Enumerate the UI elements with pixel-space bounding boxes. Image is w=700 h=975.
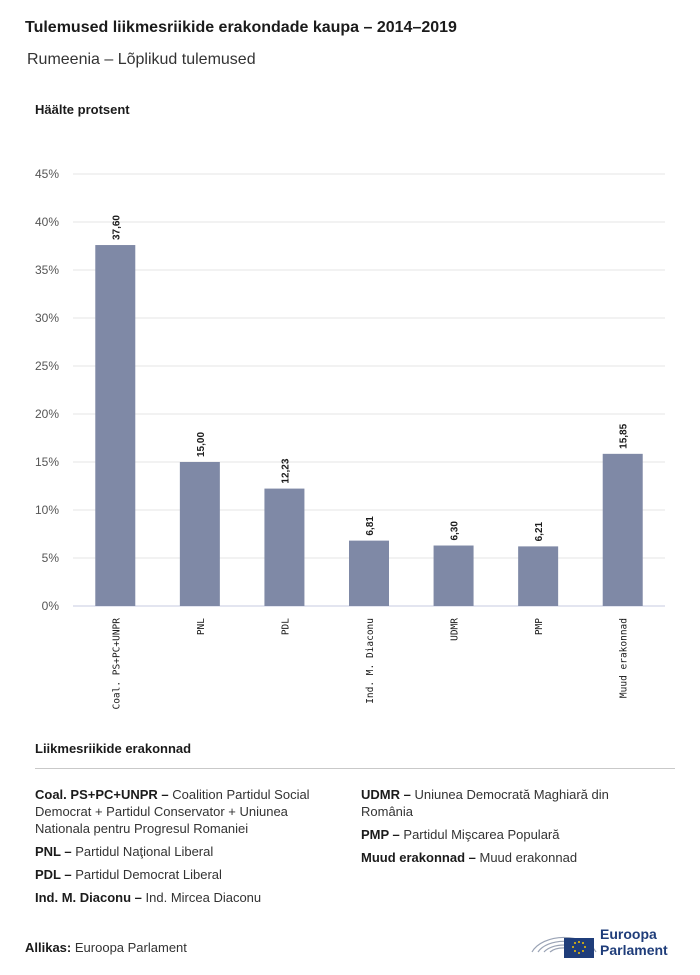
bar <box>518 546 559 606</box>
logo-wordmark: Euroopa Parlament <box>600 926 668 958</box>
x-tick-label: PMP <box>534 618 545 635</box>
legend-item: Muud erakonnad – Muud erakonnad <box>361 849 661 866</box>
legend-abbr: PMP – <box>361 827 400 842</box>
bar-value-label: 12,23 <box>280 458 291 483</box>
legend-name: Coalition Partidul Social Democrat + Par… <box>35 787 310 836</box>
y-tick-label: 5% <box>42 551 60 565</box>
bar-value-label: 6,21 <box>534 521 545 541</box>
y-tick-label: 0% <box>42 599 60 613</box>
bar <box>179 462 220 606</box>
bar-value-label: 15,85 <box>619 423 630 448</box>
legend-heading: Liikmesriikide erakonnad <box>35 741 192 756</box>
bar <box>349 540 389 606</box>
bar-chart: 0% 5% 10% 15% 20% 25% 30% 35% 40% 45% 37,60 Coal. P… <box>35 167 665 710</box>
y-tick-label: 20% <box>35 407 59 421</box>
legend-item: Coal. PS+PC+UNPR – Coalition Partidul So… <box>35 786 335 837</box>
logo-line-1: Euroopa <box>600 926 657 942</box>
legend-divider <box>35 768 675 769</box>
chart-subtitle: Rumeenia – Lõplikud tulemused <box>27 51 256 68</box>
y-tick-label: 10% <box>35 503 59 517</box>
x-tick-label: Muud erakonnad <box>619 618 630 698</box>
legend-column-right: UDMR – Uniunea Democrată Maghiară din Ro… <box>361 786 661 872</box>
y-tick-label: 15% <box>35 455 59 469</box>
y-tick-label: 35% <box>35 263 59 277</box>
legend-abbr: Ind. M. Diaconu – <box>35 890 142 905</box>
bar-value-label: 6,81 <box>365 516 376 536</box>
x-tick-label: Ind. M. Diaconu <box>365 618 376 704</box>
legend-column-left: Coal. PS+PC+UNPR – Coalition Partidul So… <box>35 786 335 912</box>
y-axis-label: Häälte protsent <box>35 102 130 117</box>
source-label: Allikas: <box>25 940 72 955</box>
x-tick-label: UDMR <box>450 618 461 641</box>
parliament-hemicycle-icon <box>531 936 597 958</box>
legend-abbr: PNL – <box>35 844 72 859</box>
x-tick-label: PNL <box>196 618 207 635</box>
y-tick-label: 25% <box>35 359 59 373</box>
legend-abbr: Coal. PS+PC+UNPR – <box>35 787 169 802</box>
bar <box>264 488 305 606</box>
legend-item: Ind. M. Diaconu – Ind. Mircea Diaconu <box>35 889 335 906</box>
legend-name: Partidul Mişcarea Populară <box>403 827 560 842</box>
source-line: Allikas: Euroopa Parlament <box>25 940 187 955</box>
legend-name: Partidul Naţional Liberal <box>75 844 214 859</box>
legend-item: PMP – Partidul Mişcarea Populară <box>361 826 661 843</box>
bar-value-label: 6,30 <box>450 521 461 541</box>
x-tick-label: Coal. PS+PC+UNPR <box>111 618 122 710</box>
bar-value-label: 15,00 <box>196 432 207 457</box>
legend-item: PNL – Partidul Naţional Liberal <box>35 843 335 860</box>
legend-item: UDMR – Uniunea Democrată Maghiară din Ro… <box>361 786 661 820</box>
source-value: Euroopa Parlament <box>74 940 187 955</box>
x-tick-label: PDL <box>280 618 291 635</box>
legend-abbr: Muud erakonnad – <box>361 850 476 865</box>
legend-name: Ind. Mircea Diaconu <box>145 890 262 905</box>
legend-name: Muud erakonnad <box>479 850 578 865</box>
legend-name: Partidul Democrat Liberal <box>75 867 222 882</box>
y-tick-label: 30% <box>35 311 59 325</box>
y-tick-label: 40% <box>35 215 59 229</box>
european-parliament-logo: Euroopa Parlament <box>530 918 680 960</box>
bar-value-label: 37,60 <box>111 215 122 240</box>
legend-abbr: PDL – <box>35 867 72 882</box>
y-tick-label: 45% <box>35 167 59 181</box>
bar <box>433 545 474 606</box>
logo-line-2: Parlament <box>600 942 668 958</box>
legend-abbr: UDMR – <box>361 787 411 802</box>
bar <box>95 245 136 607</box>
bar <box>602 453 643 606</box>
legend-item: PDL – Partidul Democrat Liberal <box>35 866 335 883</box>
chart-title: Tulemused liikmesriikide erakondade kaup… <box>25 19 457 36</box>
legend-name: Uniunea Democrată Maghiară din România <box>361 787 609 819</box>
